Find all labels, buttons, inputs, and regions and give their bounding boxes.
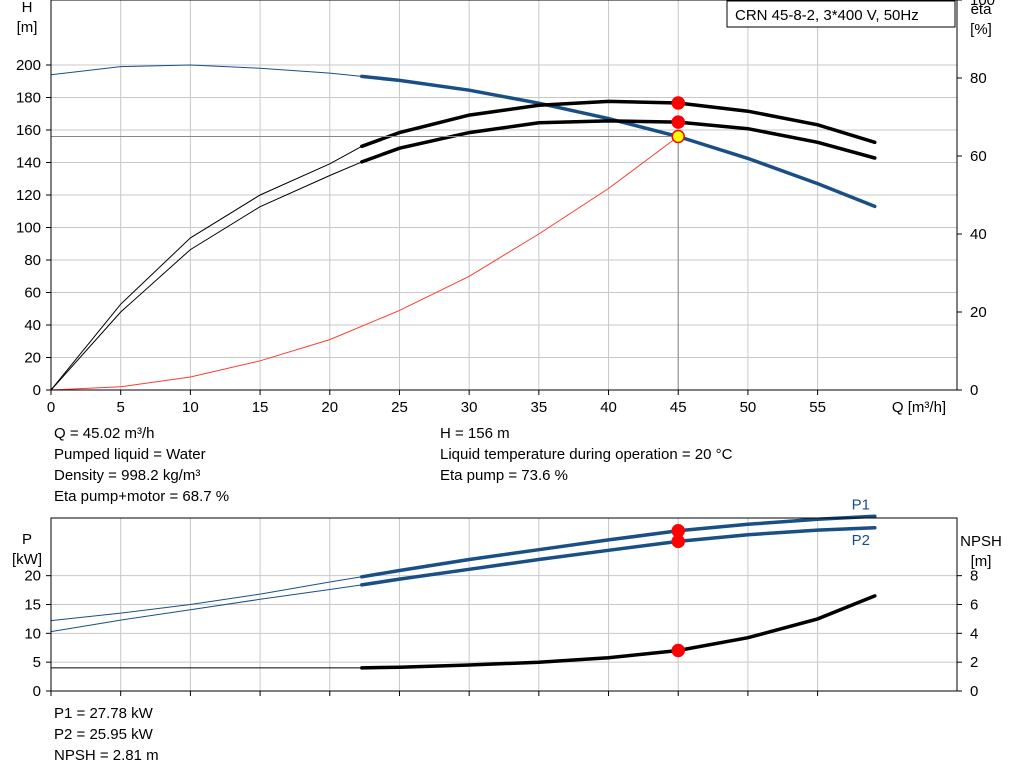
panel1-operating-point-marker (671, 96, 685, 110)
liquid-temperature-value: Liquid temperature during operation = 20… (440, 446, 733, 463)
panel1-x-axis-label: Q [m³/h] (892, 399, 946, 416)
panel1-left-tick-label: 40 (24, 317, 41, 334)
panel1-x-tick-label: 20 (321, 399, 338, 416)
panel2-right-tick-label: 0 (970, 683, 978, 700)
panel1-x-tick-label: 0 (47, 399, 55, 416)
panel1-x-tick-label: 15 (252, 399, 269, 416)
panel1-series-thin-0 (50, 64, 362, 77)
panel2-right-tick-label: 8 (970, 568, 978, 585)
panel1-left-tick-label: 120 (16, 187, 41, 204)
panel1-left-tick-label: 80 (24, 252, 41, 269)
density-value: Density = 998.2 kg/m³ (54, 467, 201, 484)
panel2-series-label-p2: P2 (852, 532, 870, 549)
panel1-x-tick-label: 30 (461, 399, 478, 416)
panel1-left-tick-label: 180 (16, 90, 41, 107)
panel1-series-thin-2 (50, 161, 362, 391)
panel2-right-axis-label: [m] (971, 553, 992, 570)
panel1-left-tick-label: 20 (24, 350, 41, 367)
panel2-operating-point-marker (671, 643, 685, 658)
panel2-left-tick-label: 20 (24, 568, 41, 585)
panel1-x-tick-label: 5 (117, 399, 125, 416)
panel2-series-thick-0 (360, 514, 877, 579)
eta-pump-value: Eta pump = 73.6 % (440, 467, 568, 484)
panel2-left-tick-label: 0 (33, 683, 41, 700)
panel1-x-tick-label: 50 (740, 399, 757, 416)
panel1-left-tick-label: 60 (24, 285, 41, 302)
p2-value: P2 = 25.95 kW (54, 726, 153, 743)
panel1-left-tick-label: 140 (16, 155, 41, 172)
panel2-series-label-p1: P1 (852, 496, 870, 513)
panel2-operating-point-marker (671, 534, 685, 549)
panel1-series-thick-2 (360, 119, 877, 164)
panel2-right-tick-label: 2 (970, 654, 978, 671)
panel1-x-tick-label: 10 (182, 399, 199, 416)
panel2-frame (50, 517, 958, 692)
npsh-value: NPSH = 2.81 m (54, 747, 159, 764)
panel1-series-thick-1 (360, 99, 877, 149)
eta-pump-motor-value: Eta pump+motor = 68.7 % (54, 488, 230, 505)
panel1-x-tick-label: 55 (809, 399, 826, 416)
panel2-left-axis-label: P (22, 531, 32, 548)
title-box (726, 0, 956, 28)
info-bottom: P1 = 27.78 kW P2 = 25.95 kW NPSH = 2.81 … (54, 703, 159, 766)
panel1-right-tick-label: 60 (970, 148, 987, 165)
panel1-left-tick-label: 0 (33, 382, 41, 399)
panel1-operating-point-marker (671, 115, 685, 129)
panel2-left-axis-label: [kW] (12, 551, 42, 568)
panel1-left-tick-label: 160 (16, 122, 41, 139)
pumped-liquid-value: Pumped liquid = Water (54, 446, 206, 463)
chart-title: CRN 45-8-2, 3*400 V, 50Hz (735, 7, 919, 24)
panel2-left-tick-label: 10 (24, 625, 41, 642)
panel1-series-thick-0 (360, 74, 877, 209)
panel2-right-axis-label: NPSH (960, 533, 1002, 550)
panel1-right-tick-label: 0 (970, 382, 978, 399)
panel1-series-line-3 (50, 136, 679, 391)
panel1-frame (50, 0, 958, 391)
panel1-right-tick-label: 100 (970, 0, 995, 9)
panel1-left-tick-label: 200 (16, 57, 41, 74)
panel1-series-thin-1 (50, 145, 363, 391)
panel2-series-thick-1 (360, 526, 877, 587)
panel2-series-thin-1 (50, 584, 362, 633)
flow-value: Q = 45.02 m³/h (54, 425, 155, 442)
panel1-right-axis-label: eta (971, 1, 993, 18)
panel2-left-tick-label: 15 (24, 597, 41, 614)
panel1-right-tick-label: 20 (970, 304, 987, 321)
panel1-operating-point-marker (671, 129, 685, 144)
panel2-right-tick-label: 6 (970, 597, 978, 614)
panel1-right-axis-label: [%] (970, 21, 992, 38)
info-right-top: H = 156 m Liquid temperature during oper… (440, 423, 732, 486)
head-value: H = 156 m (440, 425, 510, 442)
panel2-series-thin-0 (50, 576, 362, 622)
info-left-top: Q = 45.02 m³/h Pumped liquid = Water Den… (54, 423, 229, 507)
panel2-series-thick-2 (360, 594, 877, 670)
panel2-left-tick-label: 5 (33, 654, 41, 671)
panel1-x-tick-label: 25 (391, 399, 408, 416)
panel1-left-axis-label: [m] (17, 19, 38, 36)
panel1-right-tick-label: 80 (970, 70, 987, 87)
panel1-right-tick-label: 40 (970, 226, 987, 243)
panel1-x-tick-label: 45 (670, 399, 687, 416)
p1-value: P1 = 27.78 kW (54, 705, 153, 722)
panel2-right-tick-label: 4 (970, 625, 978, 642)
panel1-x-tick-label: 40 (600, 399, 617, 416)
panel1-left-axis-label: H (22, 0, 33, 16)
panel1-x-tick-label: 35 (531, 399, 548, 416)
panel1-left-tick-label: 100 (16, 220, 41, 237)
